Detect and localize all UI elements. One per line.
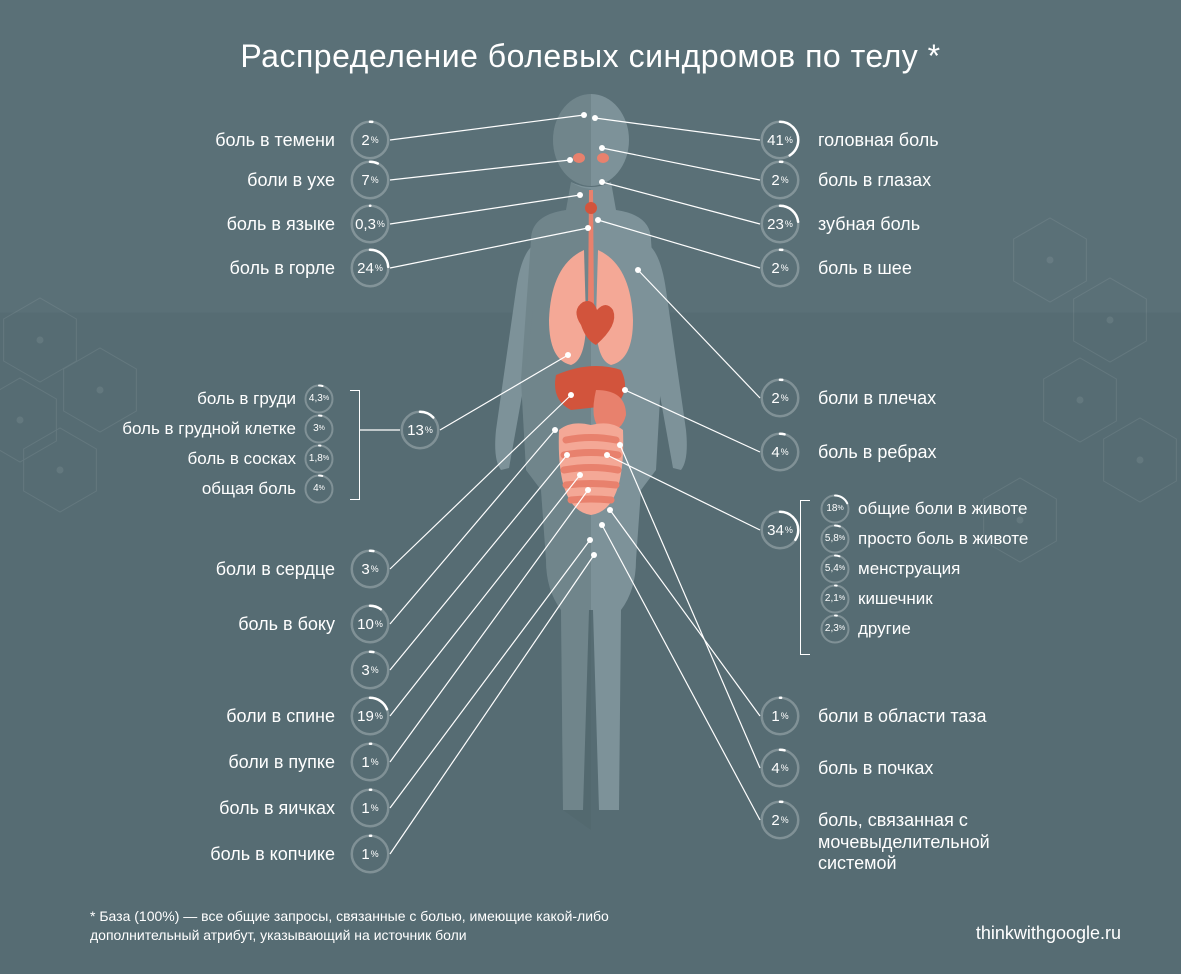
percentage-badge: 41% bbox=[760, 120, 800, 160]
chest-sub-row: 1,8% боль в сосках bbox=[188, 444, 334, 474]
percentage-badge: 1% bbox=[350, 742, 390, 782]
chest-sub-row: 4,3% боль в груди bbox=[197, 384, 334, 414]
pain-label: боль в шее bbox=[818, 258, 912, 280]
percentage-badge-small: 2,3% bbox=[820, 614, 850, 644]
belly-sub-label: общие боли в животе bbox=[858, 499, 1027, 519]
infographic-canvas: Распределение болевых синдромов по телу … bbox=[0, 0, 1181, 974]
percentage-badge: 2% bbox=[760, 160, 800, 200]
pain-label: боли в сердце bbox=[216, 559, 335, 581]
percentage-badge-small: 1,8% bbox=[304, 444, 334, 474]
pain-label: боли в пупке bbox=[228, 752, 335, 774]
chest-sub-row: 3% боль в грудной клетке bbox=[122, 414, 334, 444]
percentage-badge: 24% bbox=[350, 248, 390, 288]
pain-label: боли в спине bbox=[226, 706, 335, 728]
percentage-badge: 23% bbox=[760, 204, 800, 244]
percentage-badge: 34% bbox=[760, 510, 800, 550]
pain-label: боль в почках bbox=[818, 758, 933, 780]
percentage-badge-small: 2,1% bbox=[820, 584, 850, 614]
percentage-badge: 2% bbox=[760, 248, 800, 288]
page-title: Распределение болевых синдромов по телу … bbox=[0, 38, 1181, 75]
percentage-badge: 2% bbox=[350, 120, 390, 160]
percentage-badge: 7% bbox=[350, 160, 390, 200]
percentage-badge-small: 5,4% bbox=[820, 554, 850, 584]
percentage-badge-small: 5,8% bbox=[820, 524, 850, 554]
percentage-badge: 13% bbox=[400, 410, 440, 450]
pain-label: боль, связанная смочевыделительной систе… bbox=[818, 810, 990, 875]
pain-label: боль в копчике bbox=[210, 844, 335, 866]
source-attribution: thinkwithgoogle.ru bbox=[976, 923, 1121, 944]
percentage-badge: 4% bbox=[760, 748, 800, 788]
pain-label: боли в плечах bbox=[818, 388, 936, 410]
percentage-badge: 10% bbox=[350, 604, 390, 644]
pain-label: боли в ухе bbox=[247, 170, 335, 192]
percentage-badge-small: 3% bbox=[304, 414, 334, 444]
percentage-badge-small: 4,3% bbox=[304, 384, 334, 414]
belly-sub-row: 5,4% менструация bbox=[820, 554, 960, 584]
belly-sub-row: 5,8% просто боль в животе bbox=[820, 524, 1028, 554]
belly-sub-row: 2,1% кишечник bbox=[820, 584, 933, 614]
pain-label: боли в области таза bbox=[818, 706, 987, 728]
percentage-badge: 4% bbox=[760, 432, 800, 472]
footnote-text: * База (100%) — все общие запросы, связа… bbox=[90, 907, 670, 946]
percentage-badge: 1% bbox=[350, 834, 390, 874]
pain-label: головная боль bbox=[818, 130, 939, 152]
pain-label: боль в боку bbox=[238, 614, 335, 636]
belly-sub-label: кишечник bbox=[858, 589, 933, 609]
pain-label: боль в яичках bbox=[219, 798, 335, 820]
chest-sub-label: боль в грудной клетке bbox=[122, 419, 296, 439]
percentage-badge: 19% bbox=[350, 696, 390, 736]
pain-label: боль в темени bbox=[215, 130, 335, 152]
percentage-badge-small: 18% bbox=[820, 494, 850, 524]
belly-sub-row: 2,3% другие bbox=[820, 614, 911, 644]
belly-sub-row: 18% общие боли в животе bbox=[820, 494, 1027, 524]
chest-sub-label: боль в сосках bbox=[188, 449, 296, 469]
chest-group-bracket bbox=[350, 390, 360, 500]
pain-label: боль в горле bbox=[230, 258, 335, 280]
percentage-badge: 1% bbox=[350, 788, 390, 828]
pain-label: боль в глазах bbox=[818, 170, 931, 192]
percentage-badge-small: 4% bbox=[304, 474, 334, 504]
belly-group-bracket bbox=[800, 500, 810, 655]
percentage-badge: 0,3% bbox=[350, 204, 390, 244]
percentage-badge: 3% bbox=[350, 549, 390, 589]
percentage-badge: 2% bbox=[760, 378, 800, 418]
belly-sub-label: просто боль в животе bbox=[858, 529, 1028, 549]
chest-sub-label: боль в груди bbox=[197, 389, 296, 409]
chest-sub-row: 4% общая боль bbox=[202, 474, 334, 504]
pain-label: боль в ребрах bbox=[818, 442, 937, 464]
human-body-figure bbox=[461, 90, 721, 830]
belly-sub-label: менструация bbox=[858, 559, 960, 579]
percentage-badge: 1% bbox=[760, 696, 800, 736]
pain-label: зубная боль bbox=[818, 214, 920, 236]
pain-label: боль в языке bbox=[227, 214, 335, 236]
chest-sub-label: общая боль bbox=[202, 479, 296, 499]
belly-sub-label: другие bbox=[858, 619, 911, 639]
percentage-badge: 3% bbox=[350, 650, 390, 690]
percentage-badge: 2% bbox=[760, 800, 800, 840]
